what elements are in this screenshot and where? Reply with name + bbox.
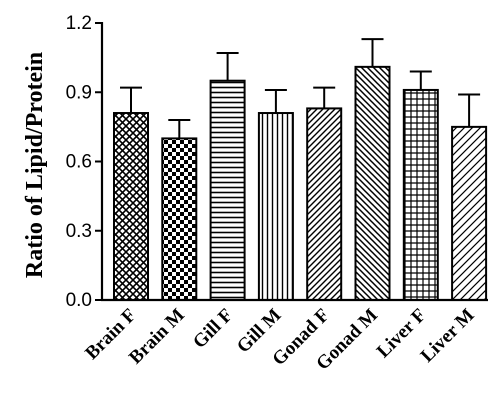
y-tick-label: 0.0 [66, 290, 92, 311]
y-tick-label: 1.2 [66, 13, 92, 34]
y-tick-label: 0.3 [66, 221, 92, 242]
bar [402, 88, 439, 301]
bar [306, 107, 343, 301]
bar [354, 65, 391, 301]
bar [113, 112, 149, 302]
y-axis-label-group: Ratio of Lipid/Protein [22, 52, 48, 278]
y-axis-label: Ratio of Lipid/Protein [22, 52, 48, 278]
bar [451, 125, 488, 301]
y-tick-label: 0.6 [66, 152, 92, 173]
bar [257, 112, 294, 302]
bars [113, 38, 488, 302]
x-tick-label: Gill F [189, 305, 237, 353]
bar [161, 137, 198, 301]
y-axis-ticks: 0.0 0.3 0.6 0.9 1.2 [66, 13, 102, 311]
y-tick-label: 0.9 [66, 82, 92, 103]
bar [209, 79, 246, 302]
x-tick-label: Liver M [417, 305, 479, 367]
